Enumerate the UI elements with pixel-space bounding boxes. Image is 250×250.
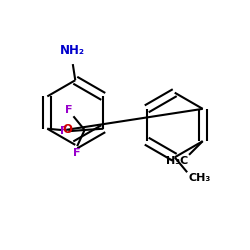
Text: O: O bbox=[62, 124, 72, 136]
Text: NH₂: NH₂ bbox=[60, 44, 85, 57]
Text: CH₃: CH₃ bbox=[188, 174, 211, 184]
Text: F: F bbox=[74, 148, 81, 158]
Text: H₃C: H₃C bbox=[166, 156, 188, 166]
Text: F: F bbox=[65, 105, 72, 115]
Text: F: F bbox=[60, 126, 67, 136]
